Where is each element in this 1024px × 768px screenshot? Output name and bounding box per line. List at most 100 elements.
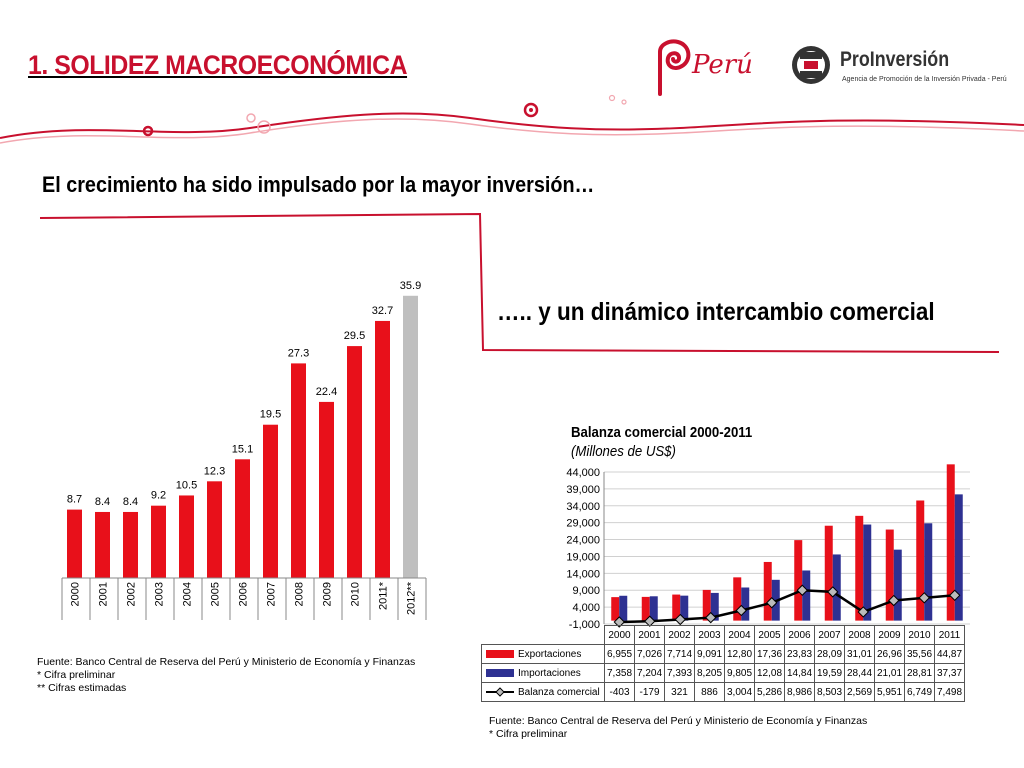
table-cell: 7,026 [634,644,665,664]
legend-cell: Importaciones [481,663,605,683]
table-cell: 19,59 [814,663,845,683]
y-tick-label: 9,000 [572,585,600,597]
peru-spiral-logo-icon [658,39,691,96]
decor-circle-icon [246,113,256,123]
balance-point [796,584,808,596]
export-bar [824,525,833,621]
table-cell: 7,393 [664,663,695,683]
bar [347,346,362,578]
table-cell: 8,986 [784,682,815,702]
table-cell: 3,004 [724,682,755,702]
bar [319,401,334,578]
data-label: 8.7 [67,494,82,506]
bar [179,495,194,578]
decor-circle-icon [523,102,539,118]
table-cell: 5,286 [754,682,785,702]
decor-circle-icon [529,108,533,112]
table-cell: 9,091 [694,644,725,664]
trade-data-table: 2000 2001 2002 2003 2004 2005 2006 2007 2008 2009… [481,625,965,702]
data-label: 27.3 [288,347,309,359]
export-bar [763,561,772,621]
peru-logo-text: Perú [692,50,753,80]
export-bar [946,464,955,621]
note-preliminary: * Cifra preliminar [489,728,568,740]
legend-label: Exportaciones [518,648,582,660]
table-cell: 7,714 [664,644,695,664]
table-cell: 8,503 [814,682,845,702]
data-label: 10.5 [176,479,197,491]
proinversion-tagline: Agencia de Promoción de la Inversión Pri… [842,76,1007,83]
proinversion-emblem-icon [792,46,830,84]
table-row: Exportaciones 6,955 7,026 7,714 9,091 12,80 17… [481,644,965,664]
data-label: 12.3 [204,465,225,477]
import-bar [649,596,658,621]
header-decoration [0,94,1024,144]
note-preliminary: * Cifra preliminar [37,669,116,681]
bar [403,295,418,578]
import-bar [680,595,689,621]
data-label: 29.5 [344,330,365,342]
tick-label: 2001 [98,582,110,606]
table-cell: 8,205 [694,663,725,683]
table-year-header: 2003 [694,625,725,645]
bar [151,505,166,578]
table-cell: 6,749 [904,682,935,702]
legend-swatch [486,649,514,658]
import-bar [802,570,811,621]
table-cell: 31,01 [844,644,875,664]
decor-circle-icon [621,99,627,105]
table-year-header: 2008 [844,625,875,645]
tick-label: 2010 [350,582,362,606]
export-bar [702,589,711,621]
subtitle-trade: ….. y un dinámico intercambio comercial [497,298,935,326]
table-cell: 5,951 [874,682,905,702]
source-note-left: Fuente: Banco Central de Reserva del Per… [37,656,415,695]
import-bar [863,524,872,621]
y-tick-label: 29,000 [566,518,600,530]
tick-label: 2004 [182,582,194,606]
table-year-header: 2011 [934,625,965,645]
y-tick-label: 39,000 [566,484,600,496]
table-cell: 14,84 [784,663,815,683]
bar [207,481,222,578]
balance-point [827,586,839,598]
tick-label: 2008 [294,582,306,606]
legend-label: Importaciones [518,667,581,679]
table-year-header: 2006 [784,625,815,645]
table-cell: 12,80 [724,644,755,664]
y-tick-label: 24,000 [566,535,600,547]
table-cell: -403 [604,682,635,702]
y-tick-label: 44,000 [566,467,600,479]
export-bar [885,529,894,621]
data-label: 15.1 [232,443,253,455]
note-estimated: ** Cifras estimadas [37,682,127,694]
table-cell: -179 [634,682,665,702]
legend-cell: Exportaciones [481,644,605,664]
balance-point [674,613,686,626]
balance-point [949,589,961,602]
bar [235,459,250,578]
export-bar [611,597,620,621]
table-year-header: 2007 [814,625,845,645]
export-bar [794,540,803,621]
tick-label: 2006 [238,582,250,606]
table-cell: 321 [664,682,695,702]
legend-marker [495,687,505,697]
table-year-header: 2000 [604,625,635,645]
tick-label: 2009 [322,582,334,606]
import-bar [741,587,750,621]
legend-swatch [486,668,514,677]
table-corner-cell [481,625,605,645]
table-year-header: 2005 [754,625,785,645]
slide-title: 1. SOLIDEZ MACROECONÓMICA [28,50,408,80]
bar [291,363,306,578]
legend-cell: Balanza comercial [481,682,605,702]
tick-label: 2000 [70,582,82,606]
data-label: 8.4 [123,496,138,508]
table-cell: 7,358 [604,663,635,683]
table-year-header: 2010 [904,625,935,645]
tick-label: 2007 [266,582,278,606]
table-cell: 28,44 [844,663,875,683]
legend-key [486,668,514,677]
